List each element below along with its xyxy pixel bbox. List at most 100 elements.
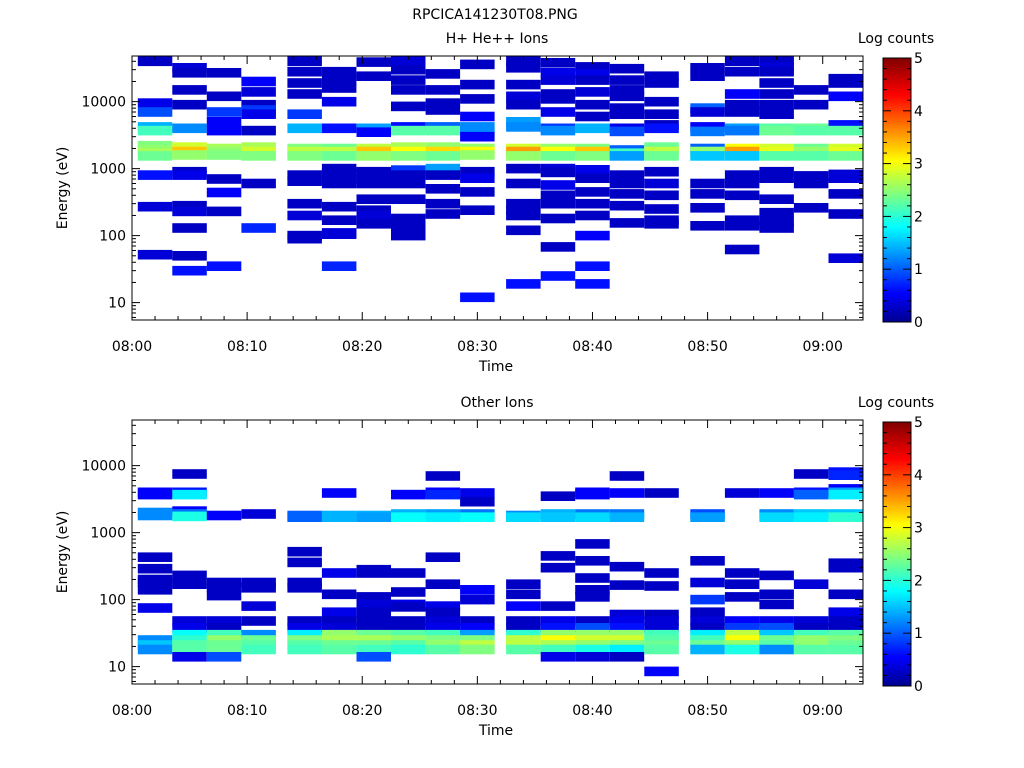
heatmap-cell — [425, 184, 461, 194]
heatmap-cell — [644, 488, 679, 498]
heatmap-cell — [425, 616, 461, 626]
y-tick-label: 10000 — [81, 95, 126, 111]
heatmap-cell — [609, 151, 645, 161]
heatmap-cell — [575, 585, 610, 595]
heatmap-cell — [241, 635, 276, 645]
heatmap-cell — [644, 616, 679, 626]
y-tick-label: 10 — [108, 660, 126, 676]
heatmap-cell — [391, 213, 426, 224]
colorbar-ticks-top: 0 1 2 3 4 5 — [883, 51, 923, 331]
heatmap-cell — [321, 123, 357, 134]
heatmap-cell — [644, 204, 679, 214]
heatmap-cell — [575, 75, 610, 85]
heatmap-cell — [609, 512, 645, 522]
heatmap-cell — [425, 69, 461, 79]
heatmap-cell — [356, 607, 391, 617]
heatmap-cell — [793, 644, 829, 655]
heatmap-cell — [287, 176, 322, 186]
heatmap-cell — [460, 292, 495, 303]
heatmap-cell — [759, 635, 794, 645]
heatmap-cell — [460, 94, 495, 104]
heatmap-cell — [609, 623, 645, 633]
heatmap-cell — [460, 59, 495, 70]
heatmap-cell — [172, 635, 207, 645]
heatmap-cell — [759, 570, 794, 581]
heatmap-cell — [690, 203, 725, 213]
heatmap-cell — [759, 223, 794, 233]
heatmap-cell — [724, 89, 760, 99]
heatmap-cell — [759, 166, 794, 177]
heatmap-cell — [609, 178, 645, 189]
heatmap-cell — [172, 652, 207, 662]
heatmap-cell — [391, 64, 426, 75]
heatmap-cell — [137, 644, 173, 655]
heatmap-cell — [460, 585, 495, 595]
heatmap-cell — [828, 623, 863, 633]
heatmap-cell — [690, 71, 725, 81]
heatmap-cell — [609, 91, 645, 102]
heatmap-cell — [137, 577, 173, 588]
heatmap-cell — [644, 71, 679, 81]
heatmap-cell — [287, 629, 322, 640]
heatmap-cell — [137, 170, 173, 180]
heatmap-cell — [172, 206, 207, 217]
heatmap-cell — [506, 117, 541, 127]
heatmap-cell — [506, 205, 541, 215]
heatmap-cell — [828, 635, 863, 645]
heatmap-cell — [540, 68, 576, 78]
heatmap-cell — [759, 62, 794, 72]
heatmap-cell — [356, 652, 391, 662]
heatmap-cell — [287, 635, 322, 645]
heatmap-cell — [206, 150, 242, 160]
heatmap-cell — [356, 151, 391, 161]
heatmap-cell — [828, 629, 863, 640]
heatmap-cell — [724, 56, 760, 67]
heatmap-cell — [356, 127, 391, 137]
colorbar-tick-label: 0 — [914, 315, 923, 331]
heatmap-cell — [540, 271, 576, 281]
heatmap-cell — [321, 83, 357, 93]
heatmap-cell — [172, 85, 207, 95]
x-axis-top: 08:00 08:10 08:20 08:30 08:40 08:50 09:00 — [112, 56, 847, 355]
heatmap-cell — [506, 589, 541, 600]
heatmap-cell — [644, 568, 679, 578]
heatmap-cell — [137, 249, 173, 260]
heatmap-cell — [609, 609, 645, 620]
heatmap-cell — [356, 57, 391, 67]
heatmap-cell — [690, 623, 725, 633]
heatmap-cell — [793, 512, 829, 522]
heatmap-cell — [759, 89, 794, 99]
heatmap-cell — [540, 644, 576, 655]
x-axis-label-top: Time — [478, 359, 513, 375]
heatmap-cell — [460, 79, 495, 90]
heatmap-cell — [241, 629, 276, 640]
heatmap-cell — [287, 89, 322, 99]
heatmap-cell — [609, 200, 645, 211]
heatmap-cell — [241, 616, 276, 626]
heatmap-cell — [828, 562, 863, 573]
heatmap-cell — [206, 91, 242, 102]
heatmap-cell — [644, 96, 679, 107]
heatmap-cell — [644, 666, 679, 677]
heatmap-cell — [356, 178, 391, 189]
heatmap-cell — [206, 652, 242, 662]
heatmap-cell — [506, 616, 541, 626]
heatmap-cell — [391, 170, 426, 180]
heatmap-cell — [644, 178, 679, 189]
heatmap-cell — [506, 601, 541, 611]
heatmap-cell — [575, 230, 610, 241]
heatmap-cell — [391, 56, 426, 67]
y-axis-top: 10 100 1000 10000 — [81, 60, 863, 318]
heatmap-cell — [321, 607, 357, 617]
heatmap-cell — [540, 601, 576, 611]
heatmap-cell — [391, 75, 426, 85]
colorbar-tick-label: 2 — [914, 209, 923, 225]
heatmap-cell — [540, 89, 576, 99]
heatmap-cell — [759, 66, 794, 77]
heatmap-cell — [391, 151, 426, 161]
colorbar-tick-label: 4 — [914, 104, 923, 120]
heatmap-cell — [356, 210, 391, 221]
heatmap-cell — [425, 98, 461, 108]
plot-frame-bottom — [131, 419, 864, 685]
